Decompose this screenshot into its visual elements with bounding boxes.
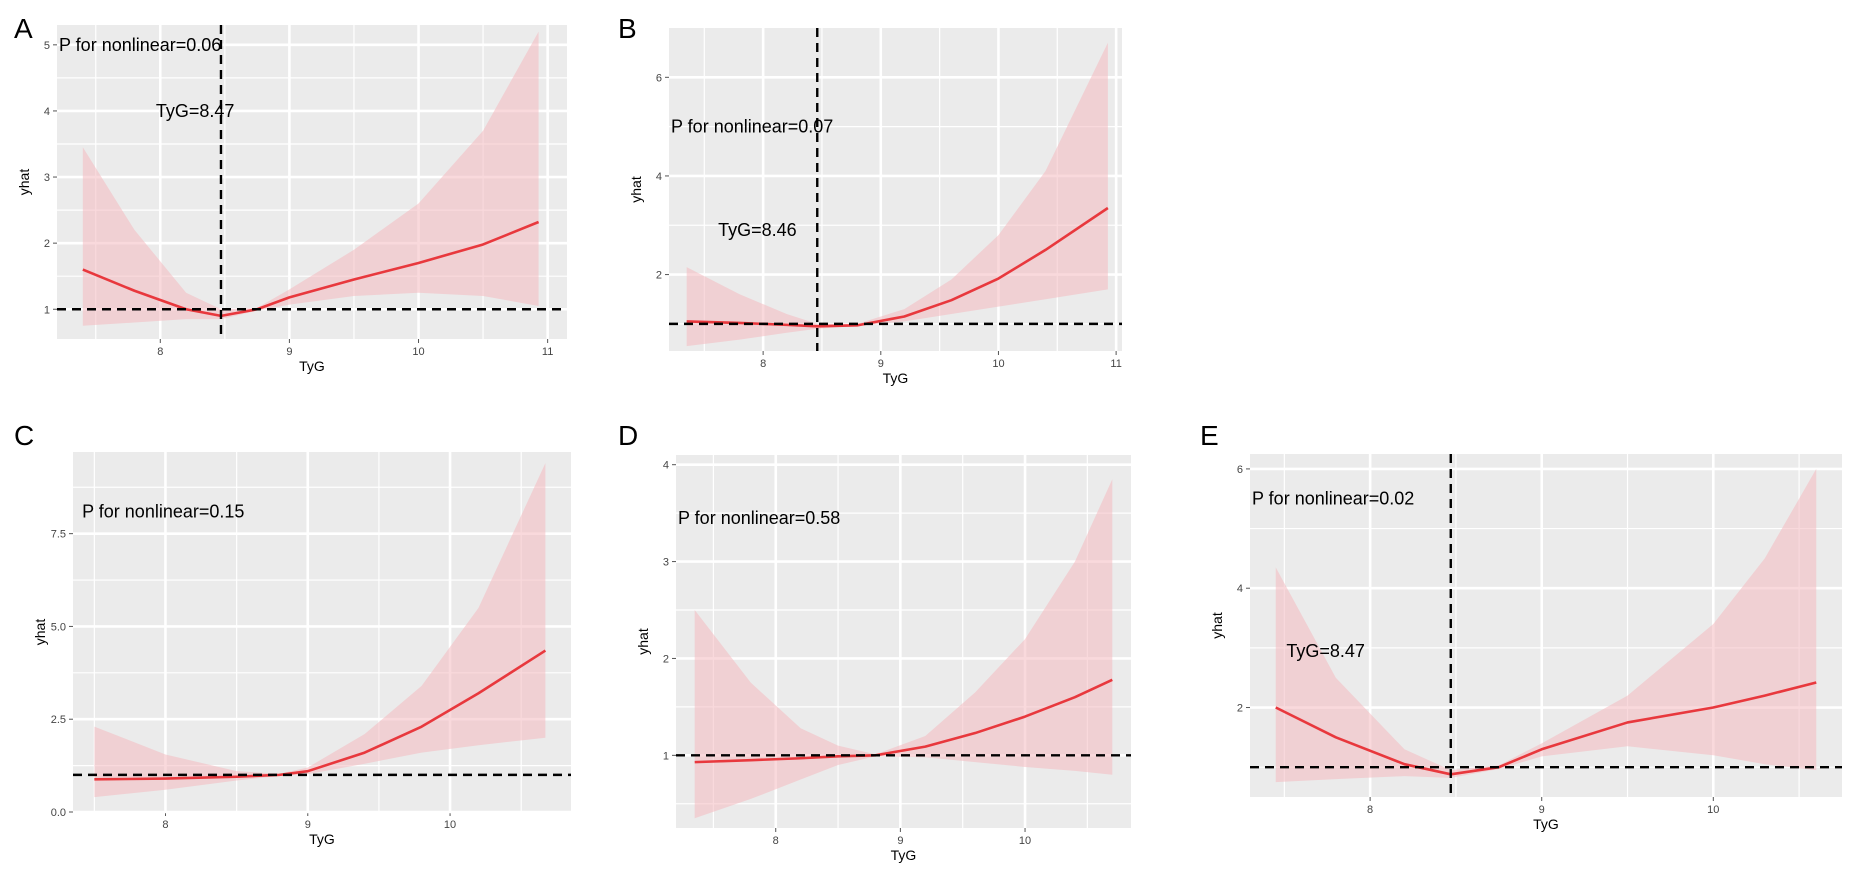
x-tick-label: 11: [542, 346, 553, 358]
x-tick-label: 10: [412, 346, 424, 358]
p-nonlinear-annotation: P for nonlinear=0.06: [59, 35, 221, 55]
panel-label: D: [618, 420, 638, 451]
y-tick-label: 4: [44, 106, 50, 118]
y-tick-label: 6: [1237, 464, 1243, 476]
y-axis-title: yhat: [32, 619, 48, 646]
x-tick-label: 11: [1110, 358, 1121, 370]
confidence-band: [94, 463, 546, 798]
cutoff-annotation: TyG=8.46: [718, 220, 797, 240]
panel-label: B: [618, 13, 637, 44]
cutoff-annotation: TyG=8.47: [156, 101, 235, 121]
y-tick-label: 5.0: [51, 621, 66, 633]
x-tick-label: 9: [878, 358, 884, 370]
x-tick-label: 9: [897, 835, 903, 847]
spline-line: [1275, 681, 1817, 776]
y-tick-label: 6: [656, 72, 662, 84]
x-tick-label: 9: [286, 346, 292, 358]
x-axis-title: TyG: [891, 847, 917, 863]
y-tick-label: 0.0: [51, 807, 66, 819]
x-tick-label: 9: [1539, 804, 1545, 816]
x-axis-title: TyG: [1533, 816, 1559, 832]
y-axis-title: yhat: [635, 628, 651, 655]
panel-c: 8 9 10 0.0 2.5 5.0 7.5 P for nonlinear=0.15 TyG y…: [14, 420, 571, 847]
x-axis-title: TyG: [883, 370, 909, 386]
y-tick-label: 5: [44, 40, 50, 52]
x-tick-label: 9: [305, 819, 311, 831]
panel-b: 8 9 10 11 2 4 6 P for nonlinear=0.07 TyG=8.46 TyG…: [618, 13, 1122, 386]
y-tick-label: 7.5: [51, 529, 66, 541]
p-nonlinear-annotation: P for nonlinear=0.15: [82, 501, 244, 521]
y-tick-label: 3: [44, 172, 50, 184]
cutoff-annotation: TyG=8.47: [1286, 641, 1365, 661]
x-axis-title: TyG: [309, 831, 335, 847]
spline-line: [94, 649, 547, 781]
p-nonlinear-annotation: P for nonlinear=0.58: [678, 508, 840, 528]
x-tick-label: 8: [760, 358, 766, 370]
y-tick-label: 2: [663, 653, 669, 665]
y-axis-title: yhat: [16, 169, 32, 196]
y-tick-label: 4: [663, 460, 669, 472]
panel-label: C: [14, 420, 34, 451]
panel-label: A: [14, 13, 33, 44]
panel-label: E: [1200, 420, 1219, 451]
spline-line: [694, 678, 1113, 764]
panel-e: 8 9 10 2 4 6 P for nonlinear=0.02 TyG=8.47 TyG yh…: [1200, 420, 1842, 832]
y-tick-label: 1: [44, 304, 50, 316]
y-tick-label: 3: [663, 557, 669, 569]
y-axis-title: yhat: [628, 176, 644, 203]
y-tick-label: 4: [656, 171, 662, 183]
x-tick-label: 10: [1707, 804, 1719, 816]
y-tick-label: 2: [44, 238, 50, 250]
y-tick-label: 1: [663, 750, 669, 762]
spline-line: [82, 220, 540, 318]
y-axis-title: yhat: [1209, 612, 1225, 639]
y-tick-label: 2: [1237, 703, 1243, 715]
x-tick-label: 8: [773, 835, 779, 847]
confidence-band: [1275, 468, 1817, 783]
p-nonlinear-annotation: P for nonlinear=0.02: [1252, 489, 1414, 509]
x-tick-label: 10: [444, 819, 456, 831]
y-tick-label: 2.5: [51, 714, 66, 726]
x-tick-label: 10: [1019, 835, 1031, 847]
x-tick-label: 10: [992, 358, 1004, 370]
y-tick-label: 2: [656, 270, 662, 282]
confidence-band: [82, 31, 539, 326]
panel-d: 8 9 10 1 2 3 4 P for nonlinear=0.58 TyG yhat D: [618, 420, 1131, 863]
y-tick-label: 4: [1237, 583, 1243, 595]
x-tick-label: 8: [162, 819, 168, 831]
p-nonlinear-annotation: P for nonlinear=0.07: [671, 117, 833, 137]
x-tick-label: 8: [157, 346, 163, 358]
x-axis-title: TyG: [299, 358, 325, 374]
x-tick-label: 8: [1367, 804, 1373, 816]
confidence-band: [694, 479, 1113, 819]
confidence-band: [686, 42, 1108, 347]
